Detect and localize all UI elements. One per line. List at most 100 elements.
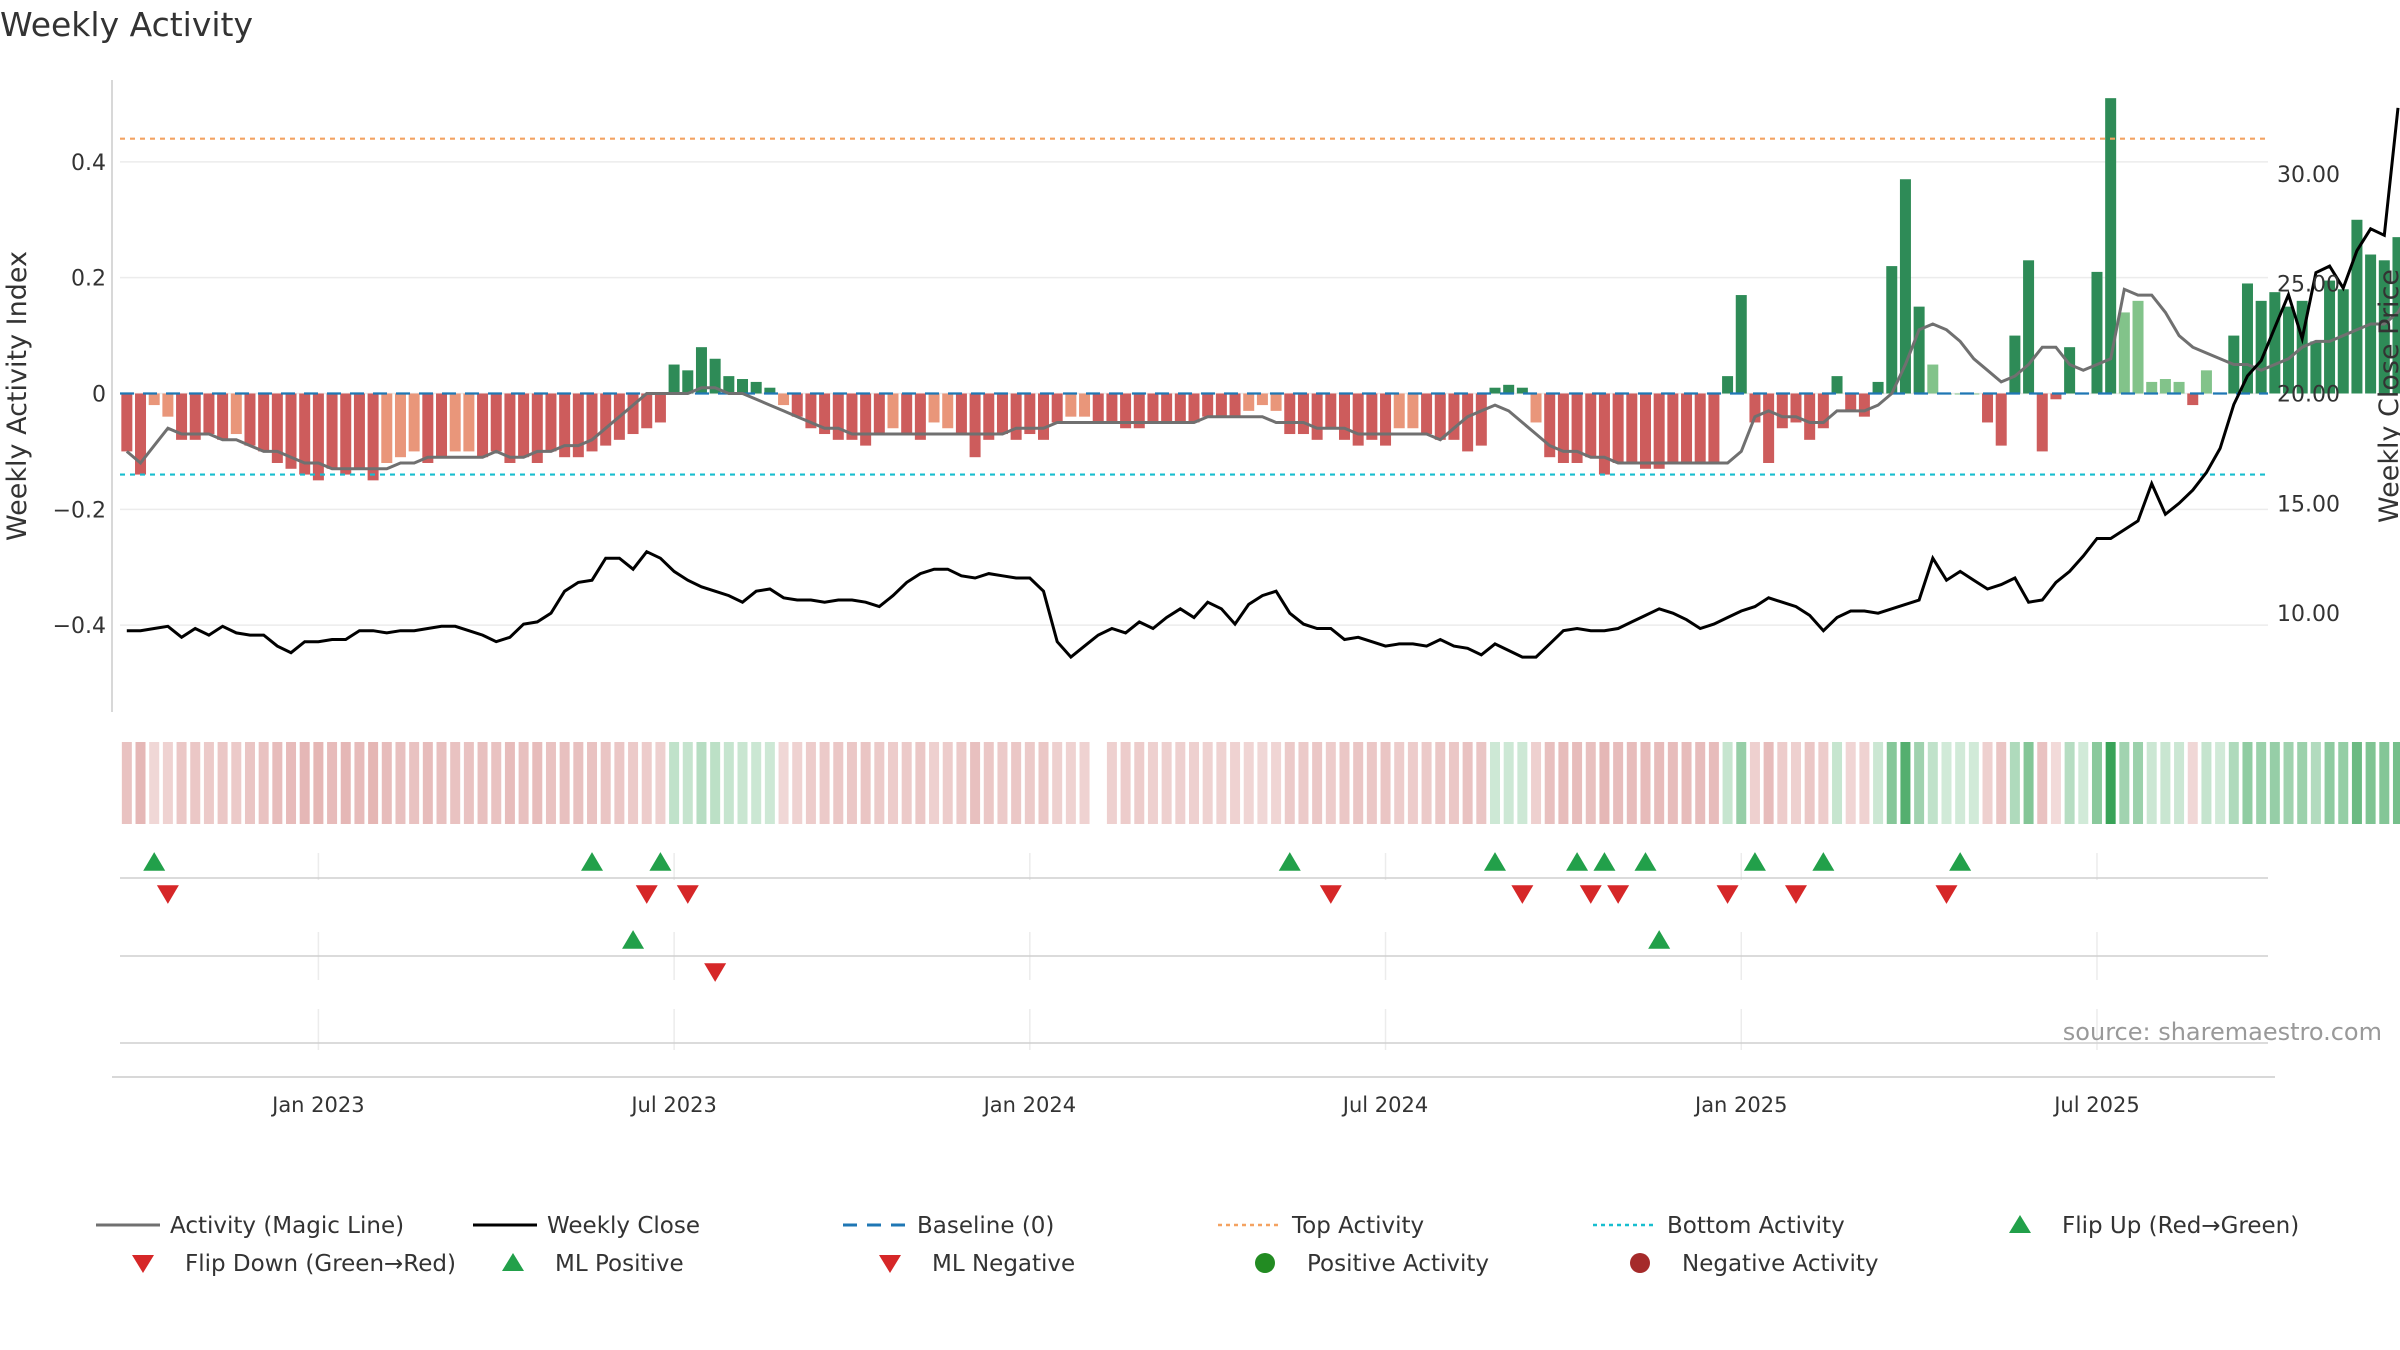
heatmap-cell (190, 742, 201, 824)
activity-bar (2050, 393, 2062, 400)
activity-bar (203, 393, 215, 435)
heatmap-cell (422, 742, 433, 824)
activity-bar (1448, 393, 1460, 440)
activity-bar (408, 393, 420, 452)
heatmap-cell (450, 742, 461, 824)
reference-lines (120, 137, 2268, 476)
heatmap-cell (231, 742, 242, 824)
activity-bar (682, 370, 694, 394)
activity-bar (1872, 381, 1884, 394)
legend-label: Baseline (0) (917, 1213, 1054, 1239)
heatmap-cell (340, 742, 351, 824)
activity-bar (1338, 393, 1350, 440)
flip-down-marker (156, 885, 179, 904)
activity-bar (1366, 393, 1378, 440)
heatmap-cell (682, 742, 693, 824)
activity-bar (1927, 364, 1939, 394)
activity-bar (860, 393, 872, 446)
heatmap-cell (997, 742, 1008, 824)
activity-bar (805, 393, 817, 429)
activity-bar (1120, 393, 1132, 429)
heatmap-cell (2228, 742, 2239, 824)
flip-up-marker (581, 852, 604, 871)
activity-bar (1133, 393, 1145, 429)
heatmap-cell (1120, 742, 1131, 824)
activity-bar (394, 393, 406, 458)
flip-up-marker (143, 852, 166, 871)
activity-bar (627, 393, 639, 435)
activity-bar (2118, 312, 2130, 394)
heatmap-cell (2242, 742, 2253, 824)
activity-bar (326, 393, 338, 469)
activity-bar (1598, 393, 1610, 475)
flip-up-marker (1949, 852, 1972, 871)
activity-bar (244, 393, 256, 446)
activity-bar (695, 347, 707, 394)
activity-bar (1489, 387, 1501, 394)
activity-bar (914, 393, 926, 440)
activity-bar (518, 393, 530, 458)
activity-bar (353, 393, 365, 469)
heatmap-cell (792, 742, 803, 824)
activity-bar (176, 393, 188, 440)
activity-bar (1886, 266, 1898, 394)
activity-bar (1899, 179, 1911, 394)
activity-bar (572, 393, 584, 458)
activity-bar (1708, 393, 1720, 463)
heatmap-cell (1695, 742, 1706, 824)
heatmap-cell (2392, 742, 2400, 824)
legend-item-negact: Negative Activity (1630, 1251, 1879, 1277)
heatmap-cell (559, 742, 570, 824)
heatmap-cell (860, 742, 871, 824)
activity-bar (1639, 393, 1651, 469)
activity-bar (1790, 393, 1802, 423)
activity-bar (723, 376, 735, 394)
heatmap-cell (2310, 742, 2321, 824)
heatmap-cell (1284, 742, 1295, 824)
legend-label: Weekly Close (547, 1213, 700, 1239)
activity-bar (135, 393, 147, 475)
activity-bar (1475, 393, 1487, 446)
heatmap-cell (764, 742, 775, 824)
activity-bar (531, 393, 543, 463)
activity-bar (1763, 393, 1775, 463)
heatmap-cell (1777, 742, 1788, 824)
activity-bar (586, 393, 598, 452)
heatmap-cell (2091, 742, 2102, 824)
heatmap-cell (1832, 742, 1843, 824)
x-tick-label-3: Jul 2024 (1341, 1093, 1428, 1117)
activity-bar (2146, 381, 2158, 394)
heatmap-cell (778, 742, 789, 824)
legend-label: Negative Activity (1682, 1251, 1879, 1277)
activity-bar (873, 393, 885, 435)
heatmap-cell (1380, 742, 1391, 824)
heatmap-cell (244, 742, 255, 824)
heatmap-cell (710, 742, 721, 824)
legend-label: ML Negative (932, 1251, 1075, 1277)
activity-bar (1776, 393, 1788, 429)
activity-bar (764, 387, 776, 394)
x-tick-label-1: Jul 2023 (629, 1093, 716, 1117)
activity-bar (942, 393, 954, 429)
heatmap-cell (135, 742, 146, 824)
activity-bar (230, 393, 242, 435)
heatmap-cell (1503, 742, 1514, 824)
heatmap-cell (696, 742, 707, 824)
heatmap-cell (1189, 742, 1199, 824)
heatmap-cell (1202, 742, 1213, 824)
heatmap-cell (1667, 742, 1678, 824)
activity-bar (1845, 393, 1857, 411)
activity-bar (2187, 393, 2199, 406)
activity-bar (2255, 300, 2267, 394)
activity-bar (2091, 271, 2103, 394)
heatmap-cell (1558, 742, 1569, 824)
legend-swatch (1255, 1253, 1275, 1273)
heatmap-cell (1024, 742, 1035, 824)
heatmap-cell (2105, 742, 2116, 824)
heatmap-cell (587, 742, 598, 824)
activity-bar (1229, 393, 1241, 417)
heatmap-cell (1134, 742, 1145, 824)
heatmap-cell (1011, 742, 1022, 824)
activity-bar (162, 393, 174, 417)
heatmap-cell (1585, 742, 1596, 824)
